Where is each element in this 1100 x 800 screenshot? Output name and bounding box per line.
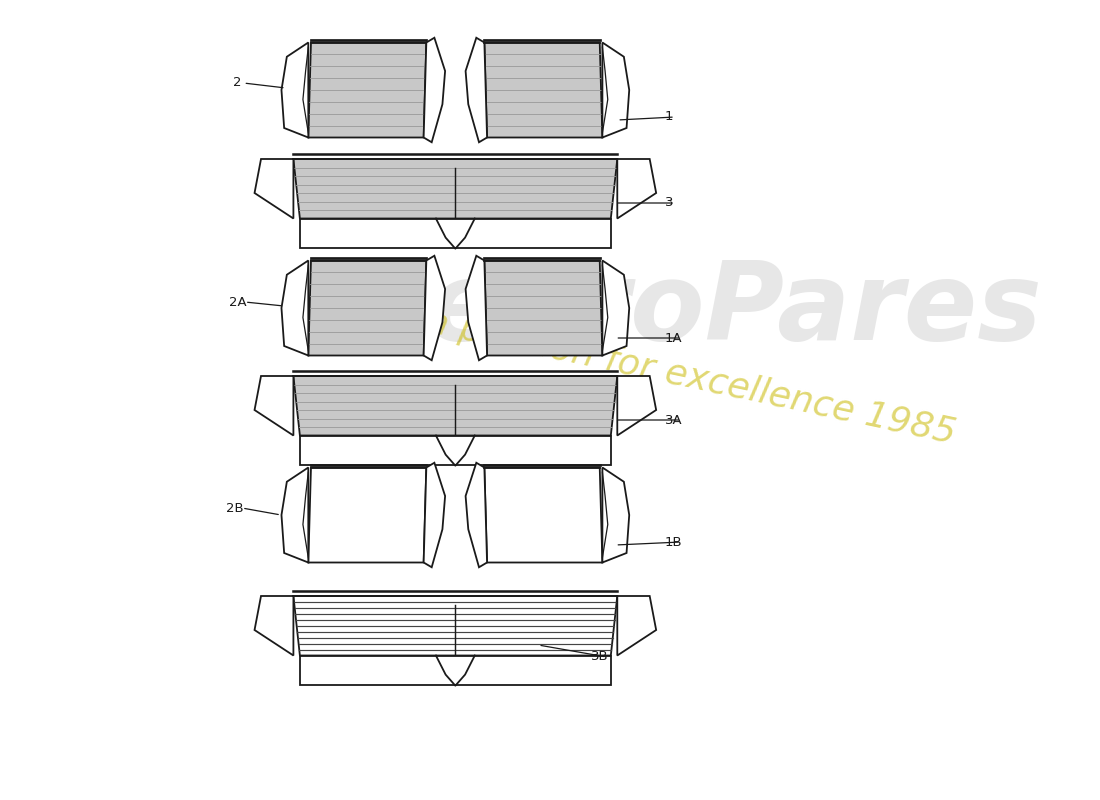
Polygon shape (465, 38, 487, 142)
Polygon shape (603, 467, 629, 562)
Polygon shape (300, 655, 610, 686)
Polygon shape (465, 462, 487, 567)
Polygon shape (300, 218, 610, 248)
Polygon shape (424, 38, 446, 142)
Polygon shape (308, 467, 427, 562)
Text: euroPares: euroPares (426, 257, 1042, 363)
Polygon shape (617, 159, 657, 218)
Text: 3: 3 (664, 197, 673, 210)
Text: 1A: 1A (664, 331, 682, 345)
Polygon shape (282, 42, 308, 138)
Polygon shape (617, 596, 657, 655)
Text: 2: 2 (233, 77, 242, 90)
Text: 1B: 1B (664, 535, 682, 549)
Text: 3A: 3A (664, 414, 682, 426)
Text: 2A: 2A (229, 295, 246, 309)
Polygon shape (282, 261, 308, 355)
Polygon shape (294, 596, 617, 655)
Polygon shape (603, 261, 629, 355)
Text: a passion for excellence 1985: a passion for excellence 1985 (422, 305, 958, 451)
Polygon shape (424, 462, 446, 567)
Polygon shape (254, 596, 294, 655)
Polygon shape (282, 467, 308, 562)
Polygon shape (300, 435, 610, 466)
Polygon shape (294, 376, 617, 435)
Text: 1: 1 (664, 110, 673, 123)
Polygon shape (465, 256, 487, 360)
Text: 3B: 3B (591, 650, 608, 663)
Polygon shape (254, 376, 294, 435)
Text: 2B: 2B (226, 502, 243, 514)
Polygon shape (424, 256, 446, 360)
Polygon shape (617, 376, 657, 435)
Polygon shape (484, 42, 603, 138)
Polygon shape (254, 159, 294, 218)
Polygon shape (294, 159, 617, 218)
Polygon shape (308, 261, 427, 355)
Polygon shape (484, 261, 603, 355)
Polygon shape (484, 467, 603, 562)
Polygon shape (603, 42, 629, 138)
Polygon shape (308, 42, 427, 138)
